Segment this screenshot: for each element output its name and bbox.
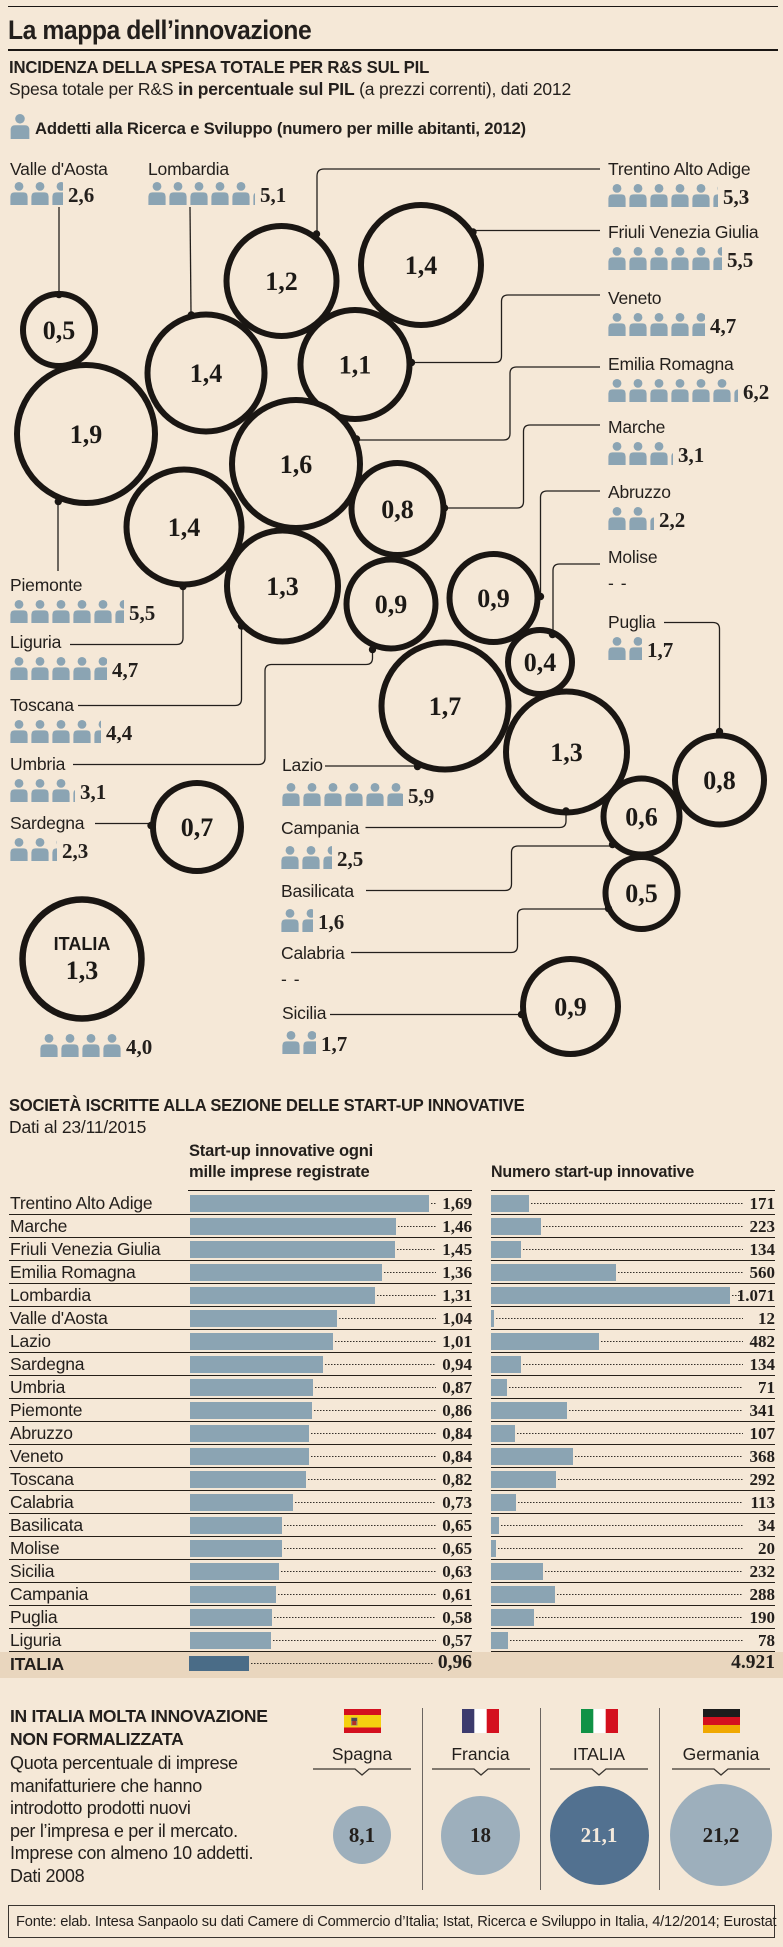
svg-text:0,8: 0,8 xyxy=(703,766,736,795)
svg-text:1,4: 1,4 xyxy=(405,251,438,280)
svg-text:1,3: 1,3 xyxy=(66,956,99,985)
svg-text:0,5: 0,5 xyxy=(625,879,658,908)
svg-text:1,3: 1,3 xyxy=(550,738,583,767)
svg-text:1,1: 1,1 xyxy=(339,351,372,380)
svg-text:0,6: 0,6 xyxy=(625,803,658,832)
svg-text:0,7: 0,7 xyxy=(181,813,214,842)
svg-text:0,9: 0,9 xyxy=(477,584,510,613)
svg-text:0,8: 0,8 xyxy=(381,495,414,524)
svg-text:1,3: 1,3 xyxy=(266,572,299,601)
svg-text:1,6: 1,6 xyxy=(280,450,313,479)
svg-text:0,4: 0,4 xyxy=(524,648,557,677)
svg-text:1,9: 1,9 xyxy=(70,420,103,449)
svg-text:ITALIA: ITALIA xyxy=(54,934,111,954)
svg-text:1,7: 1,7 xyxy=(429,692,462,721)
svg-text:0,9: 0,9 xyxy=(375,590,408,619)
svg-text:0,5: 0,5 xyxy=(43,316,76,345)
svg-text:1,4: 1,4 xyxy=(168,513,201,542)
svg-text:0,9: 0,9 xyxy=(554,993,587,1022)
svg-text:1,2: 1,2 xyxy=(265,267,298,296)
svg-text:1,4: 1,4 xyxy=(190,359,223,388)
